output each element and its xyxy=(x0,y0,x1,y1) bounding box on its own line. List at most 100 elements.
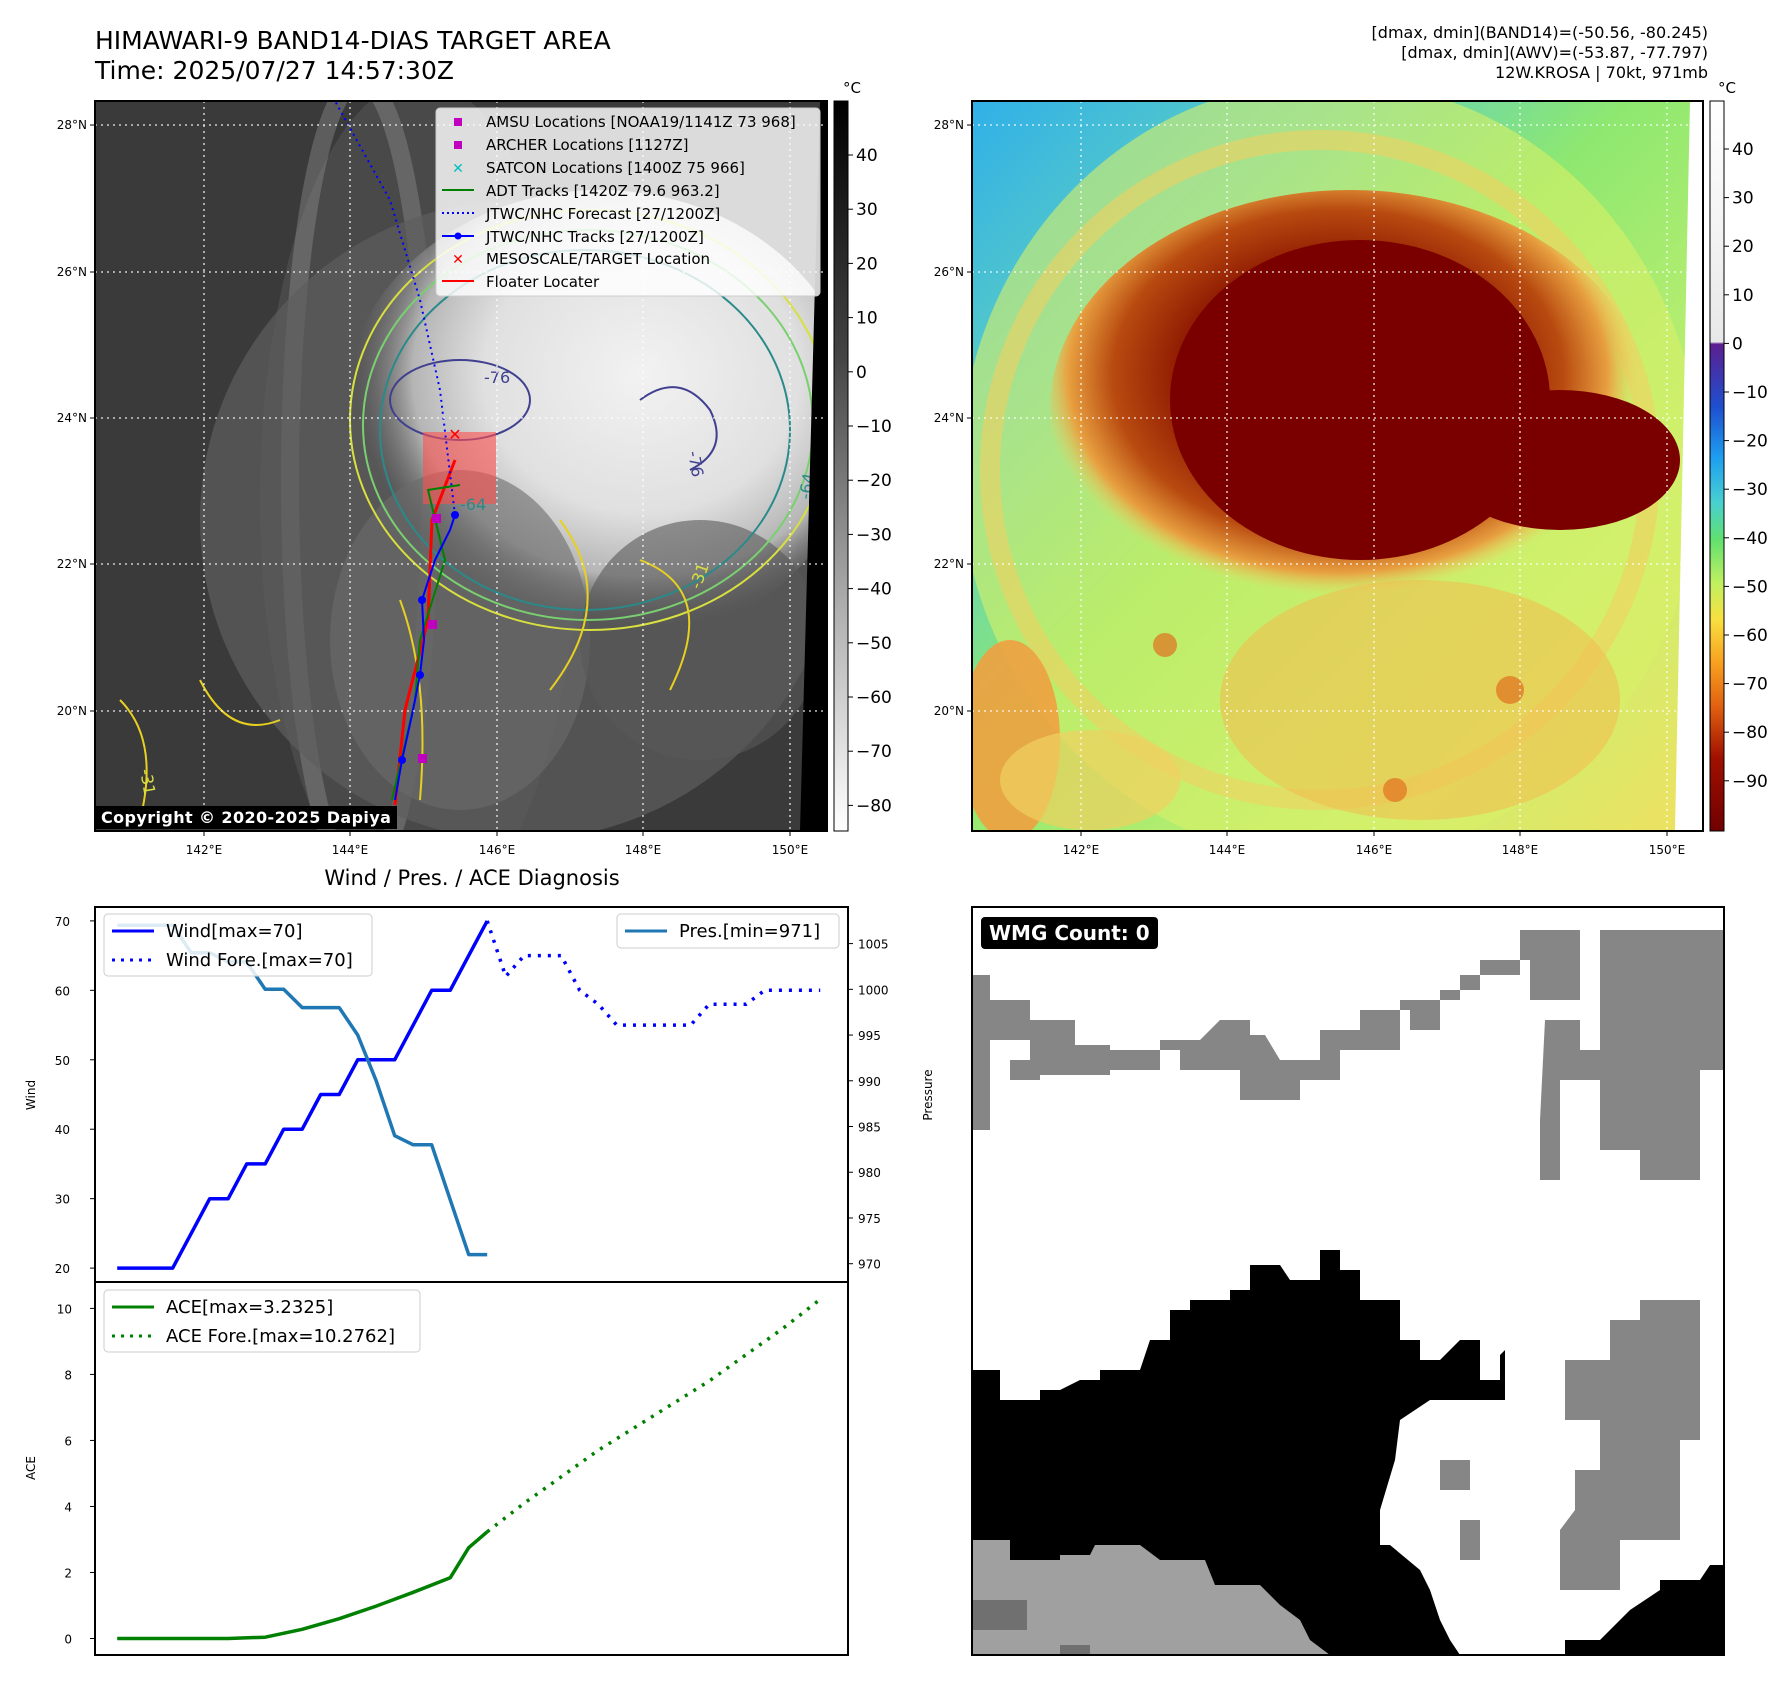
colorbar-tick-label: 40 xyxy=(856,146,878,166)
y-tick-label: 70 xyxy=(55,915,70,929)
legend-label: JTWC/NHC Forecast [27/1200Z] xyxy=(485,205,720,223)
x-tick-label: 144°E xyxy=(1209,843,1246,857)
y-tick-label: 24°N xyxy=(57,411,87,425)
colorbar-tick-label: 0 xyxy=(1732,334,1743,354)
legend-label: ACE Fore.[max=10.2762] xyxy=(166,1326,395,1347)
colorbar-tick-label: −90 xyxy=(1732,772,1768,792)
colorbar-tick-label: −40 xyxy=(856,580,892,600)
y-tick-label: 20°N xyxy=(934,704,964,718)
legend-label: SATCON Locations [1400Z 75 966] xyxy=(486,159,745,177)
colorbar-tick-label: −60 xyxy=(1732,626,1768,646)
y-tick-label: 995 xyxy=(858,1029,881,1043)
colorbar-tick-label: 20 xyxy=(1732,237,1754,257)
y-tick-label: 40 xyxy=(55,1123,70,1137)
y-tick-label: 4 xyxy=(64,1500,72,1514)
pressure-legend: Pres.[min=971] xyxy=(616,913,840,949)
svg-text:✕: ✕ xyxy=(448,425,461,444)
colorbar-tick-label: −50 xyxy=(856,634,892,654)
legend-label: MESOSCALE/TARGET Location xyxy=(486,250,710,268)
ace-y-ticks: 0 2 4 6 8 10 xyxy=(57,1302,95,1646)
legend-item: ADT Tracks [1420Z 79.6 963.2] xyxy=(442,182,720,200)
y-tick-label: 975 xyxy=(858,1212,881,1226)
legend-item: ✕ MESOSCALE/TARGET Location xyxy=(452,250,710,268)
x-tick-label: 148°E xyxy=(625,843,662,857)
info-awv-range: [dmax, dmin](AWV)=(-53.87, -77.797) xyxy=(1401,43,1708,62)
copyright-badge: Copyright © 2020-2025 Dapiya xyxy=(95,806,398,829)
wind-y-ticks: 20 30 40 50 60 70 xyxy=(55,915,95,1276)
figure-title: HIMAWARI-9 BAND14-DIAS TARGET AREA Time:… xyxy=(95,26,611,86)
awv-y-ticks: 28°N 26°N 24°N 22°N 20°N xyxy=(934,118,972,718)
y-tick-label: 30 xyxy=(55,1193,70,1207)
ir-y-ticks: 28°N 26°N 24°N 22°N 20°N xyxy=(57,118,95,718)
legend-label: Wind[max=70] xyxy=(166,921,303,942)
x-tick-label: 144°E xyxy=(332,843,369,857)
pressure-y-ticks: 970 975 980 985 990 995 1000 1005 xyxy=(848,938,889,1272)
x-tick-label: 142°E xyxy=(186,843,223,857)
legend-item: ARCHER Locations [1127Z] xyxy=(454,136,689,154)
ace-axis-label: ACE xyxy=(24,1456,38,1480)
y-tick-label: 0 xyxy=(64,1632,72,1646)
colorbar-tick-label: 0 xyxy=(856,363,867,383)
series-line xyxy=(117,1530,489,1641)
y-tick-label: 2 xyxy=(64,1566,72,1580)
legend-label: ADT Tracks [1420Z 79.6 963.2] xyxy=(486,182,720,200)
legend-label: ACE[max=3.2325] xyxy=(166,1297,333,1318)
colorbar-tick-label: −80 xyxy=(856,796,892,816)
awv-map-frame xyxy=(971,100,1704,832)
square-marker-icon xyxy=(454,118,462,126)
colorbar-tick-label: 10 xyxy=(856,309,878,329)
colorbar-tick-label: −80 xyxy=(1732,723,1768,743)
y-tick-label: 28°N xyxy=(934,118,964,132)
ir-colorbar-unit: °C xyxy=(843,79,861,97)
colorbar-tick-label: 10 xyxy=(1732,286,1754,306)
x-tick-label: 148°E xyxy=(1502,843,1539,857)
colorbar-tick-label: −30 xyxy=(1732,480,1768,500)
legend-label: Floater Locater xyxy=(486,273,600,291)
awv-map-panel: °C 403020100−10−20−30−40−50−60−70−80−90 … xyxy=(934,79,1768,857)
awv-x-ticks: 142°E 144°E 146°E 148°E 150°E xyxy=(1063,831,1685,857)
y-tick-label: 990 xyxy=(858,1075,881,1089)
legend-label: JTWC/NHC Tracks [27/1200Z] xyxy=(485,228,704,246)
storm-info: [dmax, dmin](BAND14)=(-50.56, -80.245) [… xyxy=(1372,23,1708,83)
colorbar-tick-label: −20 xyxy=(1732,432,1768,452)
colorbar-tick-label: −20 xyxy=(856,471,892,491)
wmg-count-badge: WMG Count: 0 xyxy=(981,917,1158,949)
colorbar-tick-label: 40 xyxy=(1732,140,1754,160)
y-tick-label: 1005 xyxy=(858,938,889,952)
ir-colorbar-ticks: 40 30 20 10 0 −10 −20 −30 −40 −50 −60 −70 −80 xyxy=(848,146,892,816)
y-tick-label: 10 xyxy=(57,1302,72,1316)
figure-title-line1: HIMAWARI-9 BAND14-DIAS TARGET AREA xyxy=(95,26,611,55)
colorbar-tick-label: −10 xyxy=(1732,383,1768,403)
awv-colorbar: °C 40 30 20 10 0 −10 −20 −30 −40 −50 −60 −70 −80 −90 xyxy=(1709,79,1768,832)
y-tick-label: 20°N xyxy=(57,704,87,718)
colorbar-tick-label: 30 xyxy=(1732,189,1754,209)
colorbar-tick-label: −10 xyxy=(856,417,892,437)
y-tick-label: 60 xyxy=(55,984,70,998)
diagnosis-title: Wind / Pres. / ACE Diagnosis xyxy=(324,866,619,890)
awv-colorbar-unit: °C xyxy=(1718,79,1736,97)
wind-axis-label: Wind xyxy=(24,1080,38,1110)
y-tick-label: 980 xyxy=(858,1166,881,1180)
figure-title-line2: Time: 2025/07/27 14:57:30Z xyxy=(95,56,454,85)
y-tick-label: 24°N xyxy=(934,411,964,425)
colorbar-tick-label: 20 xyxy=(856,254,878,274)
wmg-panel xyxy=(971,906,1725,1656)
legend-item: JTWC/NHC Forecast [27/1200Z] xyxy=(442,205,720,223)
x-marker-icon: ✕ xyxy=(452,161,464,177)
x-tick-label: 146°E xyxy=(1356,843,1393,857)
square-marker-icon xyxy=(454,141,462,149)
legend-item: ✕ SATCON Locations [1400Z 75 966] xyxy=(452,159,745,177)
ir-map-frame xyxy=(94,100,828,832)
y-tick-label: 22°N xyxy=(57,557,87,571)
ir-colorbar: °C 40 30 20 10 0 −10 −20 −30 −40 −50 −60 −70 −80 xyxy=(833,79,892,832)
series-line xyxy=(117,920,489,1270)
info-band14-range: [dmax, dmin](BAND14)=(-50.56, -80.245) xyxy=(1371,23,1708,42)
legend-label: ARCHER Locations [1127Z] xyxy=(486,136,689,154)
contour-label: -64 xyxy=(460,495,486,514)
ir-x-ticks: 142°E 144°E 146°E 148°E 150°E xyxy=(186,831,808,857)
pressure-axis-label: Pressure xyxy=(921,1069,935,1120)
y-tick-label: 1000 xyxy=(858,983,889,997)
y-tick-label: 22°N xyxy=(934,557,964,571)
info-storm-summary: 12W.KROSA | 70kt, 971mb xyxy=(1495,63,1708,82)
